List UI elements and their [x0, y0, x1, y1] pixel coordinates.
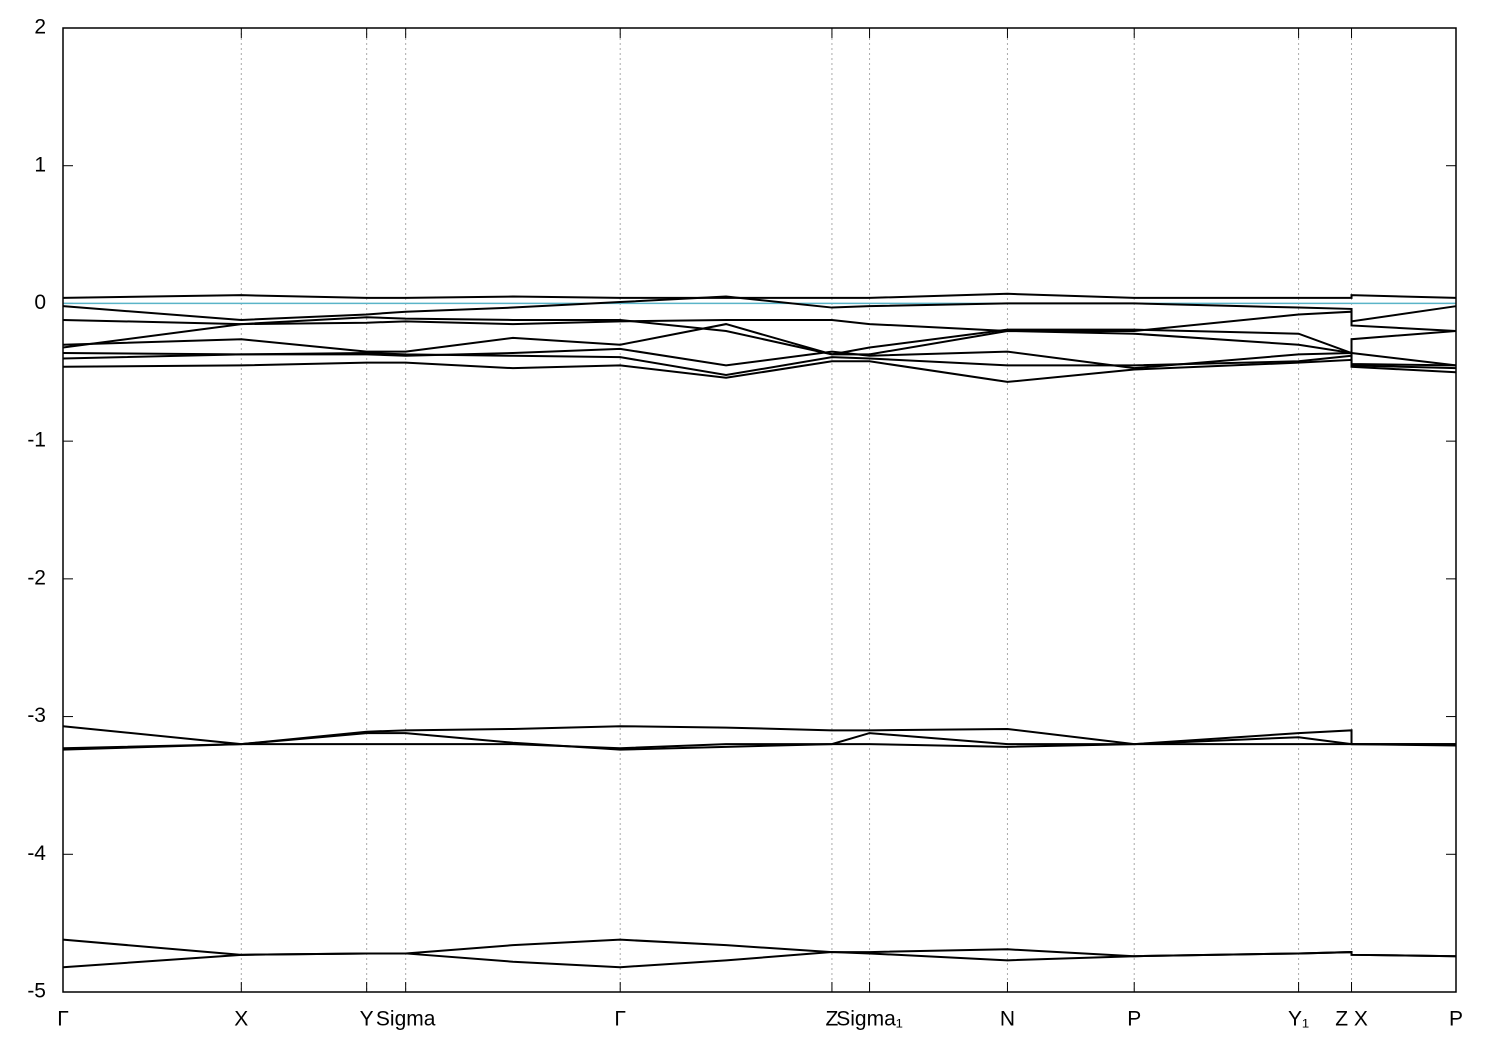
y-tick-label: 2 — [34, 16, 46, 39]
y-tick-label: -2 — [27, 566, 46, 589]
x-tick-label: Y — [360, 1008, 374, 1031]
x-tick-label: X — [234, 1008, 248, 1031]
band-line — [62, 732, 1457, 751]
band-line — [62, 725, 1456, 746]
band-line — [62, 951, 1457, 969]
y-tick-label: 0 — [34, 291, 46, 314]
y-tick-label: -1 — [27, 429, 46, 452]
x-tick-label: N — [1000, 1008, 1015, 1031]
band-line — [62, 316, 1457, 356]
band-line — [62, 323, 1457, 367]
y-tick-label: -4 — [27, 842, 46, 865]
x-tick-label: P — [1449, 1008, 1463, 1031]
y-tick-label: -5 — [27, 980, 46, 1003]
y-tick-label: 1 — [34, 153, 46, 176]
band-line — [62, 743, 1456, 750]
band-line — [62, 310, 1457, 332]
x-tick-label: Sigma₁ — [836, 1008, 903, 1031]
band-line — [62, 358, 1457, 383]
band-line — [62, 347, 1457, 370]
band-line — [62, 352, 1457, 377]
y-tick-label: -3 — [27, 704, 46, 727]
x-tick-label: P — [1127, 1008, 1141, 1031]
plot-frame — [62, 27, 1457, 993]
x-tick-label: Γ — [614, 1008, 626, 1031]
x-tick-label: Sigma — [376, 1008, 436, 1031]
x-tick-label: Z X — [1335, 1008, 1368, 1031]
x-tick-label: Γ — [57, 1008, 69, 1031]
band-line — [62, 292, 1457, 299]
x-tick-label: Y₁ — [1288, 1008, 1309, 1031]
band-line — [62, 295, 1457, 323]
x-tick-label: Z — [826, 1008, 839, 1031]
